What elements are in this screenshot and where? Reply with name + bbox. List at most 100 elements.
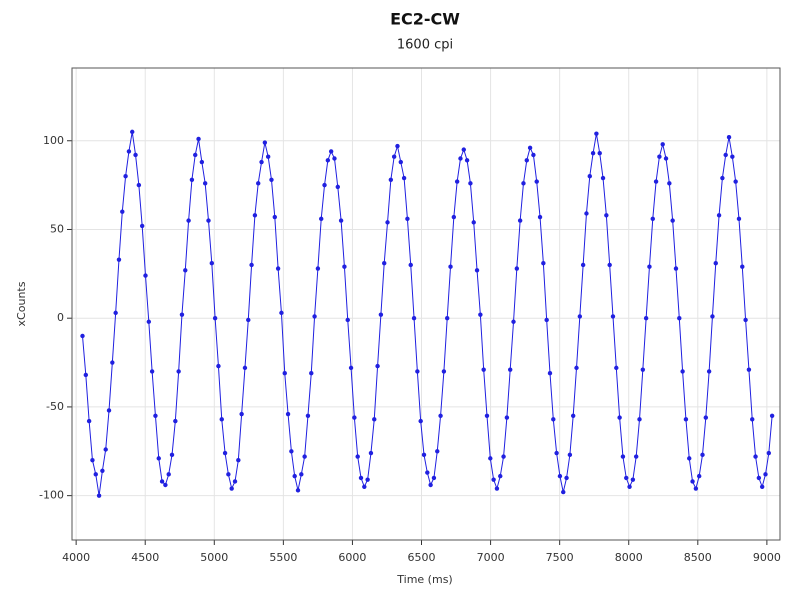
- point: [418, 418, 423, 424]
- point: [169, 452, 175, 458]
- point: [471, 220, 476, 225]
- point: [219, 417, 224, 422]
- x-tick-label: 6500: [408, 551, 436, 564]
- point: [315, 266, 321, 271]
- point: [222, 450, 228, 456]
- point: [763, 472, 768, 477]
- point: [750, 417, 755, 422]
- point: [617, 415, 622, 420]
- point: [643, 315, 649, 321]
- point: [468, 181, 473, 186]
- point: [614, 365, 619, 371]
- point: [514, 266, 520, 271]
- x-tick-label: 6000: [338, 551, 366, 564]
- point: [133, 152, 138, 158]
- point: [690, 479, 695, 484]
- y-tick-label: -100: [39, 489, 64, 502]
- point: [100, 468, 105, 473]
- point: [262, 140, 268, 145]
- point: [438, 413, 443, 418]
- point: [640, 367, 646, 372]
- point: [106, 408, 112, 413]
- point: [226, 472, 231, 477]
- point: [531, 152, 536, 158]
- point: [620, 454, 626, 459]
- point: [130, 129, 135, 135]
- point: [319, 216, 324, 222]
- point: [116, 257, 122, 262]
- point: [541, 260, 546, 266]
- y-axis-label: xCounts: [15, 281, 28, 326]
- point: [212, 315, 218, 321]
- point: [229, 486, 234, 491]
- point: [454, 179, 460, 184]
- point: [385, 220, 390, 225]
- point: [547, 371, 553, 376]
- x-tick-label: 9000: [753, 551, 781, 564]
- point: [680, 369, 685, 374]
- point: [627, 484, 632, 489]
- point: [176, 369, 181, 374]
- point: [564, 475, 569, 481]
- point: [362, 484, 367, 489]
- point: [574, 365, 579, 371]
- point: [405, 216, 410, 222]
- point: [624, 475, 629, 481]
- point: [498, 473, 503, 479]
- point: [382, 260, 387, 266]
- point: [143, 273, 148, 278]
- point: [206, 218, 211, 223]
- point: [388, 177, 394, 182]
- point: [113, 310, 118, 316]
- point: [292, 473, 297, 479]
- point: [726, 135, 732, 140]
- point: [736, 216, 742, 222]
- point: [743, 317, 748, 323]
- plot-frame: [71, 67, 781, 541]
- point: [123, 174, 128, 179]
- point: [199, 159, 205, 165]
- point: [332, 156, 337, 161]
- point: [265, 154, 271, 159]
- point: [474, 268, 480, 273]
- point: [259, 159, 264, 165]
- point: [372, 417, 377, 422]
- point: [358, 475, 364, 481]
- point: [557, 473, 563, 479]
- point: [183, 268, 188, 273]
- point: [488, 456, 493, 461]
- point: [756, 475, 762, 481]
- point: [448, 264, 453, 269]
- point: [186, 218, 191, 223]
- point: [236, 457, 241, 463]
- y-tick-label: -50: [46, 400, 64, 413]
- point: [408, 262, 413, 268]
- point: [83, 372, 89, 378]
- x-axis-label: Time (ms): [396, 573, 452, 586]
- point: [86, 418, 92, 424]
- point: [325, 158, 331, 163]
- point: [441, 369, 447, 374]
- point: [80, 333, 85, 339]
- point: [189, 177, 195, 182]
- point: [126, 149, 132, 154]
- point: [166, 472, 171, 477]
- chart-subtitle: 1600 cpi: [397, 38, 453, 53]
- point: [173, 418, 178, 424]
- point: [511, 319, 516, 324]
- point: [677, 315, 682, 321]
- point: [710, 314, 715, 319]
- point: [153, 413, 158, 418]
- point: [328, 149, 334, 154]
- point: [759, 484, 765, 489]
- point: [335, 184, 340, 190]
- x-tick-label: 4500: [131, 551, 159, 564]
- point: [703, 415, 709, 420]
- point: [398, 159, 403, 165]
- point: [411, 315, 417, 321]
- point: [561, 489, 566, 495]
- point: [478, 312, 483, 317]
- point: [395, 143, 400, 149]
- x-tick-label: 4000: [62, 551, 90, 564]
- point: [716, 213, 722, 218]
